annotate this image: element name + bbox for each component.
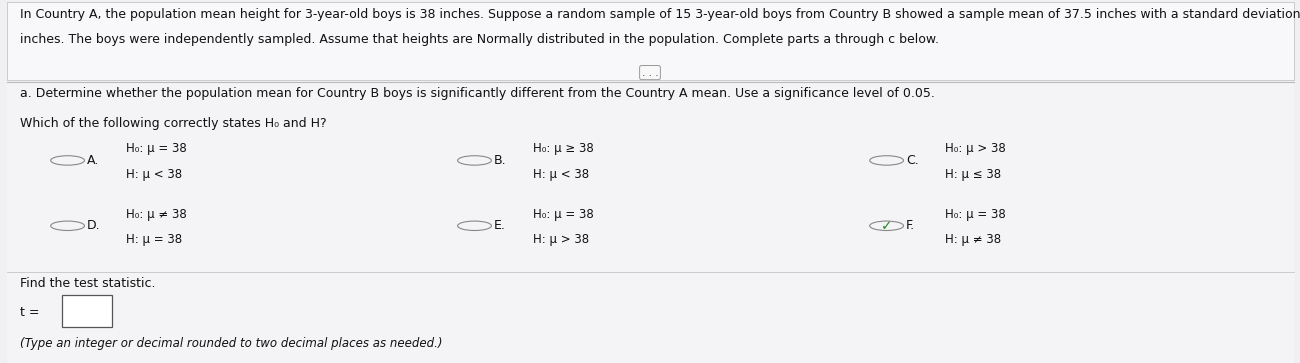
Text: H⁡: μ ≠ 38: H⁡: μ ≠ 38 [945,233,1001,246]
Text: E.: E. [494,219,506,232]
Text: C.: C. [906,154,919,167]
Text: H⁡: μ ≤ 38: H⁡: μ ≤ 38 [945,168,1001,181]
Text: Find the test statistic.: Find the test statistic. [20,277,155,290]
Text: F.: F. [906,219,915,232]
Text: H⁡: μ < 38: H⁡: μ < 38 [126,168,182,181]
Text: Which of the following correctly states H₀ and H⁡?: Which of the following correctly states … [20,117,326,130]
Text: . . .: . . . [642,68,658,78]
Text: H⁡: μ > 38: H⁡: μ > 38 [533,233,589,246]
Text: H₀: μ > 38: H₀: μ > 38 [945,142,1006,155]
FancyBboxPatch shape [62,295,112,327]
Text: ✓: ✓ [881,219,892,233]
Text: a. Determine whether the population mean for Country B boys is significantly dif: a. Determine whether the population mean… [20,87,935,100]
Text: inches. The boys were independently sampled. Assume that heights are Normally di: inches. The boys were independently samp… [20,33,939,46]
Text: t =: t = [20,306,39,319]
Text: H₀: μ = 38: H₀: μ = 38 [126,142,187,155]
Text: H₀: μ ≠ 38: H₀: μ ≠ 38 [126,208,187,221]
FancyBboxPatch shape [6,2,1294,80]
Text: (Type an integer or decimal rounded to two decimal places as needed.): (Type an integer or decimal rounded to t… [20,337,442,350]
Text: H⁡: μ = 38: H⁡: μ = 38 [126,233,182,246]
Text: B.: B. [494,154,507,167]
Text: H₀: μ = 38: H₀: μ = 38 [945,208,1006,221]
Text: A.: A. [87,154,99,167]
Text: D.: D. [87,219,100,232]
Text: In Country A, the population mean height for 3-year-old boys is 38 inches. Suppo: In Country A, the population mean height… [20,8,1300,21]
FancyBboxPatch shape [6,82,1294,363]
Text: H₀: μ = 38: H₀: μ = 38 [533,208,594,221]
Text: H₀: μ ≥ 38: H₀: μ ≥ 38 [533,142,594,155]
Text: H⁡: μ < 38: H⁡: μ < 38 [533,168,589,181]
